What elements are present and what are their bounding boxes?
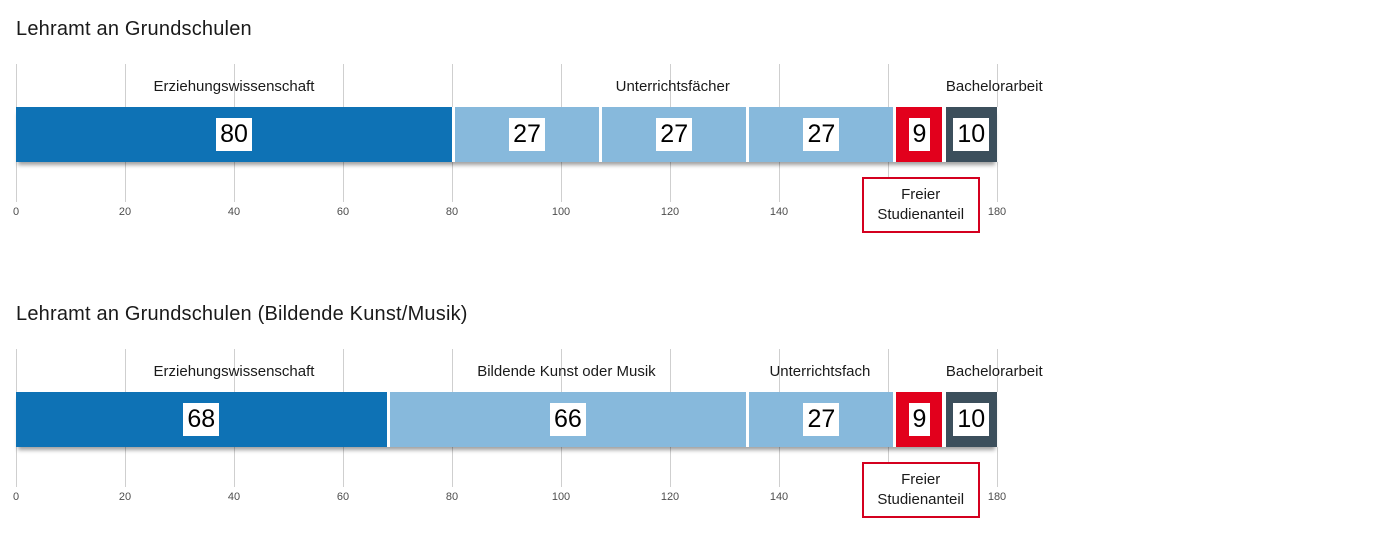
bar-segment-bildende-kunst-oder-musik: 66 (386, 392, 747, 447)
bar-segment-unterrichtsfach: 27 (746, 392, 894, 447)
axis-tick-line (779, 447, 780, 487)
axis-tick-line (452, 447, 453, 487)
segment-group-label: Erziehungswissenschaft (153, 78, 315, 95)
gridline (888, 349, 889, 392)
gridline (125, 64, 126, 107)
axis-tick-line (997, 162, 998, 202)
freier-studienanteil-callout: Freier Studienanteil (861, 177, 980, 233)
axis-tick-line (452, 162, 453, 202)
axis-tick-label: 20 (118, 206, 132, 218)
gridline (888, 64, 889, 107)
stacked-bar: 68 66 27 9 10 (16, 392, 997, 447)
axis-tick-line (16, 447, 17, 487)
gridline (779, 64, 780, 107)
axis-tick-line (234, 447, 235, 487)
axis-tick-line (997, 447, 998, 487)
freier-studienanteil-callout: Freier Studienanteil (861, 462, 980, 518)
segment-value-label: 68 (183, 403, 220, 436)
segment-group-label: Erziehungswissenschaft (153, 363, 315, 380)
axis-tick-label: 140 (769, 491, 789, 503)
axis-tick-label: 100 (551, 491, 571, 503)
callout-text-line: Freier (901, 186, 941, 203)
axis-tick-label: 40 (227, 491, 241, 503)
axis-tick-line (561, 447, 562, 487)
segment-value-label: 27 (656, 118, 693, 151)
axis-tick-line (343, 162, 344, 202)
bar-segment-erziehungswissenschaft: 80 (16, 107, 452, 162)
axis-tick-label: 180 (987, 491, 1007, 503)
segment-value-label: 80 (216, 118, 252, 151)
gridline (997, 349, 998, 392)
axis-tick-line (561, 162, 562, 202)
segment-value-label: 66 (550, 403, 586, 436)
gridline (561, 64, 562, 107)
segment-value-label: 27 (803, 118, 840, 151)
axis-tick-line (779, 162, 780, 202)
gridline (670, 64, 671, 107)
gridline (343, 349, 344, 392)
gridline (234, 349, 235, 392)
axis-tick-label: 60 (336, 491, 350, 503)
axis-tick-line (16, 162, 17, 202)
axis-tick-line (125, 162, 126, 202)
axis-tick-label: 120 (660, 206, 680, 218)
segment-value-label: 10 (953, 403, 990, 436)
bar-segment-freier-studienanteil: 9 (893, 107, 943, 162)
callout-text-line: Studienanteil (877, 206, 965, 223)
chart-title: Lehramt an Grundschulen (Bildende Kunst/… (16, 303, 468, 325)
chart-title: Lehramt an Grundschulen (16, 18, 252, 40)
axis-tick-label: 20 (118, 491, 132, 503)
gridline (16, 64, 17, 107)
bar-segment-bachelorarbeit: 10 (942, 107, 997, 162)
gridline (125, 349, 126, 392)
bar-segment-erziehungswissenschaft: 68 (16, 392, 387, 447)
gridline (234, 64, 235, 107)
axis-tick-line (234, 162, 235, 202)
gridline (452, 349, 453, 392)
gridline (452, 64, 453, 107)
axis-tick-label: 80 (445, 206, 459, 218)
segment-group-label: Bachelorarbeit (945, 78, 1043, 95)
segment-group-label: Unterrichtsfach (769, 363, 871, 380)
gridline (670, 349, 671, 392)
axis-tick-line (670, 447, 671, 487)
axis-tick-label: 0 (12, 206, 20, 218)
axis-tick-label: 180 (987, 206, 1007, 218)
segment-group-label: Bildende Kunst oder Musik (477, 363, 656, 380)
axis-tick-line (670, 162, 671, 202)
stacked-bar: 80 27 27 27 9 10 (16, 107, 997, 162)
callout-text-line: Studienanteil (877, 491, 965, 508)
chart-2: Lehramt an Grundschulen (Bildende Kunst/… (0, 285, 1388, 533)
gridline (561, 349, 562, 392)
gridline (997, 64, 998, 107)
bar-segment-unterrichtsf-cher: 27 (452, 107, 600, 162)
segment-group-label: Unterrichtsfächer (615, 78, 730, 95)
axis-tick-label: 140 (769, 206, 789, 218)
axis-tick-label: 40 (227, 206, 241, 218)
chart-1: Lehramt an Grundschulen Erziehungswissens… (12, 18, 1043, 233)
gridline (779, 349, 780, 392)
gridline (16, 349, 17, 392)
axis-tick-label: 60 (336, 206, 350, 218)
bar-segment-freier-studienanteil: 9 (893, 392, 943, 447)
bar-segment-unterrichtsf-cher: 27 (599, 107, 747, 162)
bar-segment-bachelorarbeit: 10 (942, 392, 997, 447)
segment-value-label: 9 (908, 118, 931, 151)
axis-tick-label: 80 (445, 491, 459, 503)
callout-text-line: Freier (901, 471, 941, 488)
axis-tick-line (343, 447, 344, 487)
segment-value-label: 27 (509, 118, 545, 151)
segment-group-label: Bachelorarbeit (945, 363, 1043, 380)
segment-value-label: 10 (953, 118, 990, 151)
gridline (343, 64, 344, 107)
segment-value-label: 27 (803, 403, 840, 436)
axis-tick-line (125, 447, 126, 487)
segment-value-label: 9 (908, 403, 931, 436)
axis-tick-label: 0 (12, 491, 20, 503)
axis-tick-label: 100 (551, 206, 571, 218)
axis-tick-label: 120 (660, 491, 680, 503)
bar-segment-unterrichtsf-cher: 27 (746, 107, 894, 162)
